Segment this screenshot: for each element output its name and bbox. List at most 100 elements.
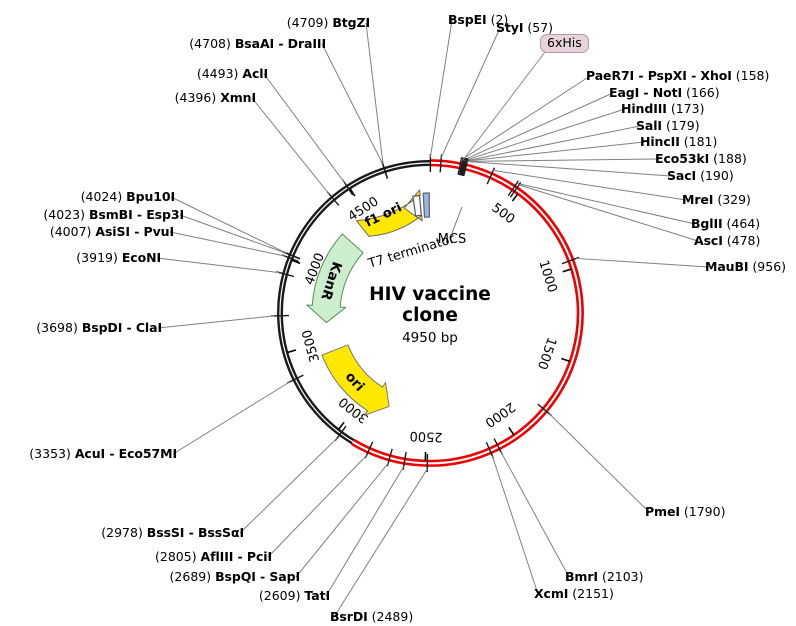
restriction-enzyme-name: MreI xyxy=(682,192,714,207)
ruler-tick xyxy=(349,188,356,197)
restriction-enzyme-name: PmeI xyxy=(645,504,680,519)
restriction-enzyme-name: BmrI xyxy=(565,569,598,584)
restriction-site-label-eco53ki: Eco53kI (188) xyxy=(655,151,747,166)
restriction-site-position: (4709) xyxy=(286,15,333,30)
restriction-site-position: (4396) xyxy=(174,90,221,105)
restriction-site-label-bspei: BspEI (2) xyxy=(448,12,508,27)
insert-arc-red-0 xyxy=(350,159,584,467)
restriction-site-position: (2805) xyxy=(155,549,201,564)
restriction-site-leader xyxy=(263,73,345,183)
restriction-site-label-saci: SacI (190) xyxy=(667,169,734,183)
restriction-site-label-bsrdi: BsrDI (2489) xyxy=(330,609,414,624)
restriction-site-position: (166) xyxy=(682,85,720,100)
restriction-enzyme-name: AcuI - Eco57MI xyxy=(74,446,177,461)
restriction-site-leader xyxy=(157,315,275,329)
restriction-site-position: (57) xyxy=(523,20,554,35)
ruler-tick xyxy=(337,421,345,430)
restriction-site-position: (464) xyxy=(722,216,761,231)
restriction-site-position: (4007) xyxy=(49,224,96,239)
restriction-site-leader xyxy=(156,257,280,274)
ruler-tick xyxy=(291,259,301,265)
restriction-site-leader xyxy=(576,257,710,268)
restriction-site-label-bspqi: (2689) BspQI - SapI xyxy=(170,569,301,584)
restriction-site-position: (173) xyxy=(666,101,705,116)
ruler-tick xyxy=(511,193,519,202)
restriction-site-label-bspdi: (3698) BspDI - ClaI xyxy=(36,321,162,335)
restriction-enzyme-name: AclI xyxy=(242,66,268,81)
restriction-site-position: (181) xyxy=(679,134,718,149)
restriction-site-label-bmri: BmrI (2103) xyxy=(565,569,644,584)
restriction-site-label-bsssi: (2978) BssSI - BssSαI xyxy=(101,525,244,540)
restriction-site-label-paer7i: PaeR7I - PspXI - XhoI (158) xyxy=(586,68,770,83)
restriction-site-label-aflii: (2805) AflIII - PciI xyxy=(155,549,272,564)
restriction-site-leader xyxy=(466,158,660,162)
plasmid-backbone xyxy=(277,159,584,467)
restriction-site-label-tati: (2609) TatI xyxy=(259,589,330,603)
plasmid-title: HIV vaccine clone xyxy=(320,284,540,326)
restriction-enzyme-name: BtgZI xyxy=(332,15,370,30)
ruler-tick-label: 2500 xyxy=(409,428,443,444)
restriction-site-leader xyxy=(463,108,626,162)
ruler-tick xyxy=(508,427,515,436)
restriction-site-leader xyxy=(333,468,428,618)
restriction-site-leader xyxy=(500,451,570,578)
restriction-enzyme-name: MauBI xyxy=(705,259,749,274)
backbone-arc-black-inner xyxy=(279,162,430,443)
restriction-site-position: (329) xyxy=(713,192,751,207)
restriction-site-label-acli: (4493) AclI xyxy=(197,66,268,81)
restriction-site-label-xmni: (4396) XmnI xyxy=(174,90,256,105)
restriction-site-position: (4023) xyxy=(43,207,89,222)
leader-lines xyxy=(156,19,710,618)
restriction-site-leader xyxy=(516,182,696,225)
restriction-site-label-asci: AscI (478) xyxy=(694,233,760,248)
restriction-site-leader xyxy=(295,462,389,578)
restriction-enzyme-name: BssSI - BssSαI xyxy=(146,525,244,540)
restriction-site-label-xcmi: XcmI (2151) xyxy=(534,587,614,601)
restriction-enzyme-name: BspQI - SapI xyxy=(215,569,300,584)
feature-mcs-label: MCS xyxy=(438,232,467,247)
restriction-site-position: (3353) xyxy=(29,446,75,461)
restriction-site-label-btgzi: (4709) BtgZI xyxy=(286,15,370,30)
restriction-site-position: (179) xyxy=(661,118,700,133)
restriction-site-leader xyxy=(518,184,699,242)
restriction-site-label-pmei: PmeI (1790) xyxy=(645,504,725,519)
restriction-enzyme-name: Eco53kI xyxy=(655,151,710,166)
feature-mcs-leader xyxy=(451,206,463,234)
restriction-enzyme-name: SalI xyxy=(636,118,662,133)
plasmid-title-line1: HIV vaccine xyxy=(369,284,491,305)
restriction-site-label-acui: (3353) AcuI - Eco57MI xyxy=(29,446,177,461)
restriction-enzyme-name: EagI - NotI xyxy=(609,85,683,100)
restriction-site-leader xyxy=(169,231,285,257)
restriction-site-leader xyxy=(251,97,330,195)
restriction-enzyme-name: HincII xyxy=(640,134,680,149)
restriction-site-leader xyxy=(321,43,384,165)
restriction-site-leader xyxy=(491,455,539,595)
restriction-enzyme-name: XmnI xyxy=(220,90,256,105)
restriction-enzyme-name: BglII xyxy=(691,216,723,231)
restriction-site-leader xyxy=(267,455,367,558)
restriction-site-label-econi: (3919) EcoNI xyxy=(76,251,161,265)
restriction-enzyme-name: BspEI xyxy=(448,12,487,27)
restriction-site-label-styi: StyI (57) xyxy=(496,20,554,35)
restriction-site-tick xyxy=(286,374,304,384)
restriction-site-leader xyxy=(429,19,453,158)
insert-arc-red-1 xyxy=(353,163,580,463)
restriction-site-label-bpu10i: (4024) Bpu10I xyxy=(80,189,175,204)
restriction-site-label-asisi: (4007) AsiSI - PvuI xyxy=(49,224,174,239)
restriction-site-position: (4024) xyxy=(80,189,127,204)
restriction-enzyme-name: AscI xyxy=(694,233,723,248)
ruler-tick-label: 500 xyxy=(488,201,517,228)
restriction-site-leader xyxy=(440,27,501,158)
restriction-site-position: (2978) xyxy=(101,525,147,540)
restriction-site-tick xyxy=(364,441,374,459)
restriction-site-leader xyxy=(365,22,384,165)
restriction-enzyme-name: BsaAI - DraIII xyxy=(234,36,326,51)
feature-6xhis-leader xyxy=(462,51,546,161)
restriction-site-label-eagi: EagI - NotI (166) xyxy=(609,85,720,100)
restriction-enzyme-name: BsmBI - Esp3I xyxy=(88,207,184,222)
plasmid-title-line2: clone xyxy=(402,304,458,326)
restriction-site-position: (2489) xyxy=(367,609,414,624)
restriction-site-position: (158) xyxy=(731,68,770,83)
